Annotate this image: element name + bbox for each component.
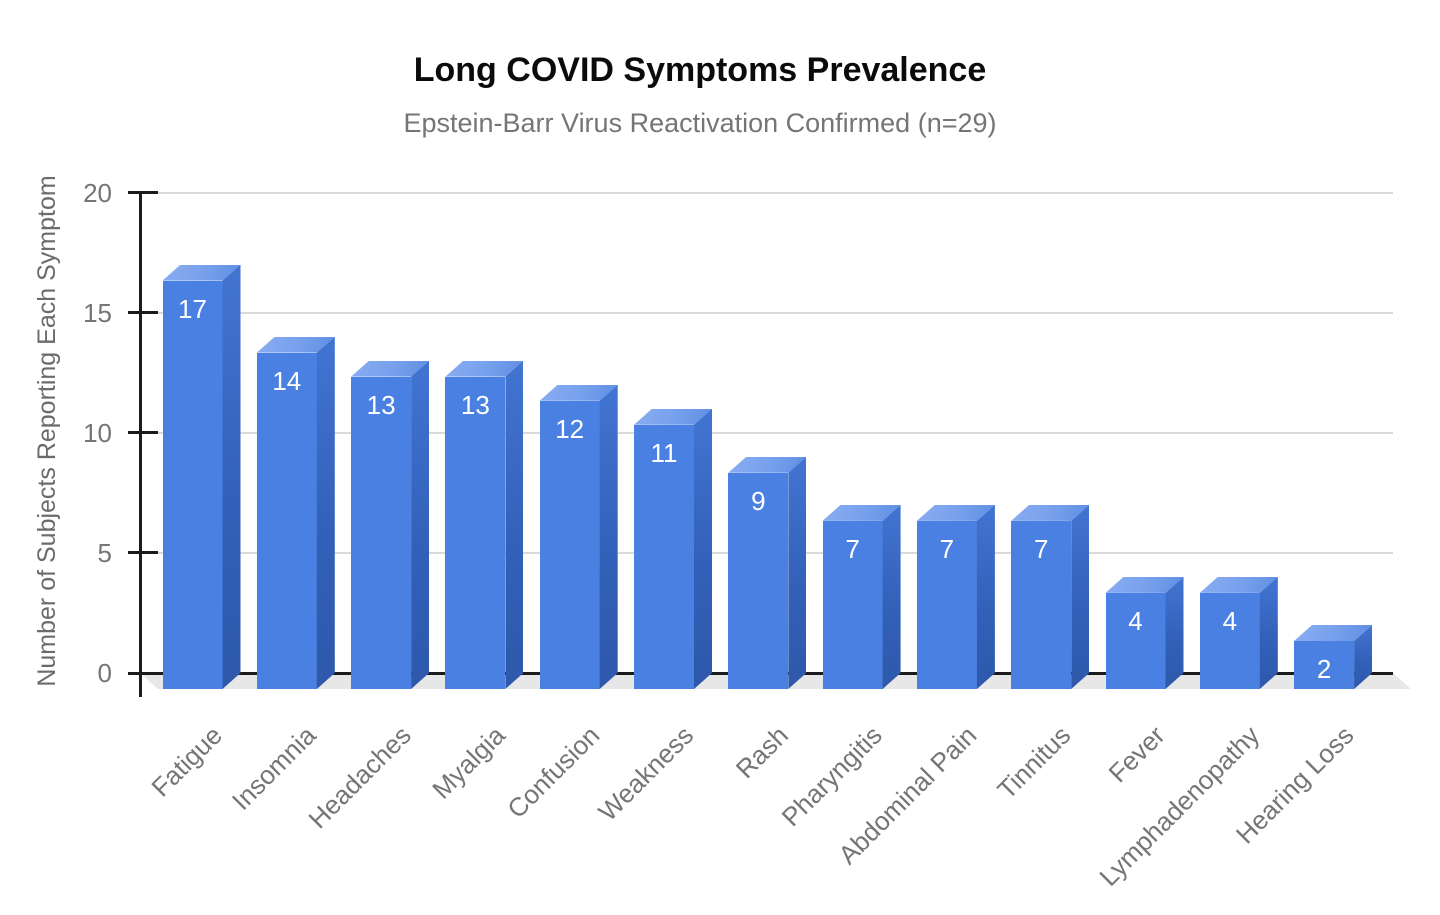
x-category-label: Fatigue <box>145 720 228 803</box>
bar-tinnitus[interactable]: 7 <box>1011 504 1090 689</box>
x-category-label: Rash <box>729 720 794 785</box>
bar-top-face <box>634 408 712 425</box>
bar-side-face <box>788 456 807 689</box>
y-tick-label: 20 <box>83 177 112 208</box>
bar-side-face <box>222 264 241 689</box>
x-category-label: Myalgia <box>426 720 511 805</box>
bar-top-face <box>445 360 524 377</box>
bar-value-label: 7 <box>845 533 860 564</box>
bar-side-face <box>1165 576 1184 689</box>
bar-top-face <box>256 336 335 353</box>
bar-rash[interactable]: 9 <box>728 456 807 689</box>
y-tick-label: 5 <box>97 537 112 568</box>
bar-front-face <box>445 376 506 689</box>
bar-front-face <box>1105 592 1166 689</box>
chart-title: Long COVID Symptoms Prevalence <box>413 51 987 89</box>
bar-headaches[interactable]: 13 <box>351 360 430 689</box>
bar-myalgia[interactable]: 13 <box>445 360 524 689</box>
bar-front-face <box>256 352 317 689</box>
bar-side-face <box>693 408 712 689</box>
bar-front-face <box>634 424 694 689</box>
bar-top-face <box>728 456 807 473</box>
bar-top-face <box>539 384 618 401</box>
bar-front-face <box>916 520 977 689</box>
bar-side-face <box>1259 576 1278 689</box>
bar-fever[interactable]: 4 <box>1105 576 1184 689</box>
bar-value-label: 14 <box>272 365 302 396</box>
bar-side-face <box>976 504 995 689</box>
bar-side-face <box>1354 624 1373 689</box>
x-category-label: Lymphadenopathy <box>1093 720 1266 892</box>
y-tick-label: 10 <box>83 417 112 448</box>
bar-front-face <box>1294 640 1355 689</box>
y-tick-label: 0 <box>97 658 112 688</box>
bar-front-face <box>728 472 789 689</box>
bar-lymphadenopathy[interactable]: 4 <box>1199 576 1278 689</box>
y-tick-mark <box>128 311 158 315</box>
x-category-label: Fever <box>1102 720 1171 789</box>
y-axis-line <box>139 191 142 697</box>
bar-pharyngitis[interactable]: 7 <box>822 504 901 689</box>
bar-side-face <box>316 336 335 689</box>
bar-hearing-loss[interactable]: 2 <box>1294 624 1373 689</box>
y-gridline <box>140 431 1393 434</box>
bar-value-label: 4 <box>1222 605 1238 636</box>
bar-value-label: 7 <box>1033 533 1049 564</box>
bar-front-face <box>1011 520 1072 689</box>
x-category-label: Confusion <box>500 720 605 824</box>
bar-value-label: 11 <box>650 437 678 468</box>
bar-top-face <box>162 264 241 281</box>
bar-insomnia[interactable]: 14 <box>256 336 335 689</box>
x-category-label: Tinnitus <box>991 720 1077 805</box>
y-gridline <box>140 311 1393 314</box>
y-tick-mark <box>128 431 158 435</box>
bar-value-label: 9 <box>751 485 766 516</box>
bar-value-label: 4 <box>1128 605 1143 636</box>
bar-top-face <box>916 504 995 521</box>
bar-confusion[interactable]: 12 <box>539 384 618 689</box>
bar-fatigue[interactable]: 17 <box>162 264 241 689</box>
bar-top-face <box>1294 624 1373 641</box>
y-tick-label: 15 <box>83 297 112 328</box>
x-category-label: Weakness <box>592 720 700 827</box>
y-gridline <box>140 191 1393 194</box>
bar-side-face <box>599 384 618 689</box>
bar-front-face <box>822 520 883 689</box>
bar-top-face <box>1199 576 1278 593</box>
bar-front-face <box>1199 592 1260 689</box>
bar-value-label: 12 <box>555 413 585 444</box>
y-tick-mark <box>128 191 158 194</box>
bar-side-face <box>882 504 901 689</box>
bar-abdominal-pain[interactable]: 7 <box>916 504 995 689</box>
bar-value-label: 13 <box>460 389 490 420</box>
bar-side-face <box>1071 504 1090 689</box>
bar-top-face <box>351 360 430 377</box>
bar-value-label: 17 <box>178 293 207 324</box>
bar-side-face <box>505 360 524 689</box>
bar-top-face <box>1105 576 1184 593</box>
bar-front-face <box>351 376 412 689</box>
bar-weakness[interactable]: 11 <box>634 408 712 689</box>
bar-side-face <box>411 360 430 689</box>
x-category-label: Insomnia <box>226 720 323 816</box>
bar-front-face <box>162 280 223 689</box>
bar-top-face <box>1011 504 1090 521</box>
bar-value-label: 13 <box>366 389 396 420</box>
y-tick-mark <box>128 671 158 675</box>
bar-top-face <box>822 504 901 521</box>
bar-front-face <box>539 400 600 689</box>
bar-value-label: 2 <box>1316 653 1332 684</box>
y-tick-mark <box>128 551 158 555</box>
chart-subtitle: Epstein-Barr Virus Reactivation Confirme… <box>403 108 997 138</box>
bar-value-label: 7 <box>939 533 955 564</box>
